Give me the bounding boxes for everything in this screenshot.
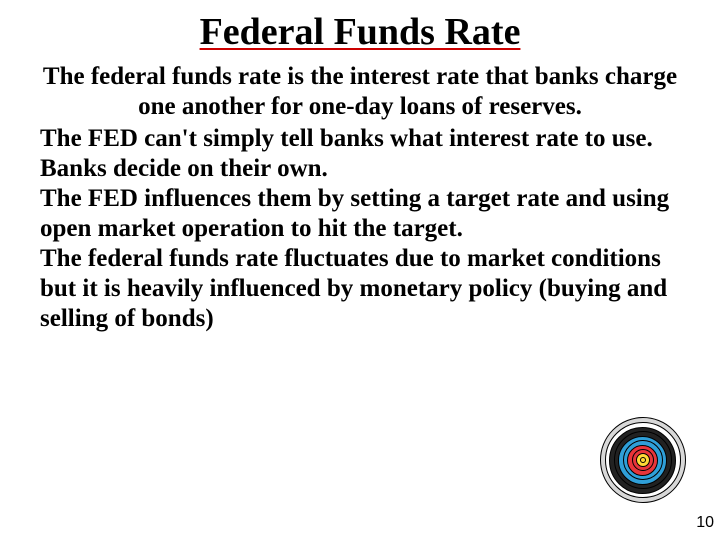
target-icon [595,416,690,504]
paragraph-3: The federal funds rate fluctuates due to… [40,244,680,334]
slide: Federal Funds Rate The federal funds rat… [0,0,720,540]
body-text: The FED can't simply tell banks what int… [30,124,690,334]
intro-paragraph: The federal funds rate is the interest r… [40,62,680,122]
page-title: Federal Funds Rate [30,10,690,54]
paragraph-1: The FED can't simply tell banks what int… [40,124,680,184]
paragraph-2: The FED influences them by setting a tar… [40,184,680,244]
page-number: 10 [696,514,714,532]
